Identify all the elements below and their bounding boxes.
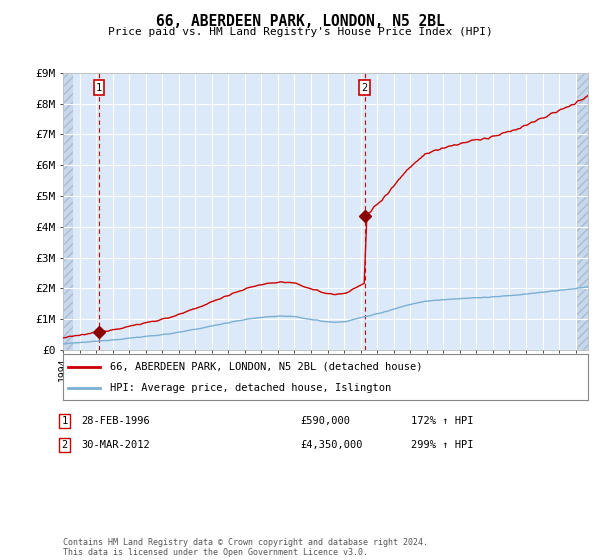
- Text: £590,000: £590,000: [300, 416, 350, 426]
- Text: HPI: Average price, detached house, Islington: HPI: Average price, detached house, Isli…: [110, 383, 392, 393]
- Bar: [577, 73, 588, 350]
- Text: 172% ↑ HPI: 172% ↑ HPI: [411, 416, 473, 426]
- Text: 2: 2: [62, 440, 68, 450]
- Bar: [63, 73, 73, 350]
- Text: 2: 2: [361, 82, 368, 92]
- Text: 66, ABERDEEN PARK, LONDON, N5 2BL: 66, ABERDEEN PARK, LONDON, N5 2BL: [155, 14, 445, 29]
- Text: 28-FEB-1996: 28-FEB-1996: [81, 416, 150, 426]
- Text: £4,350,000: £4,350,000: [300, 440, 362, 450]
- Text: 30-MAR-2012: 30-MAR-2012: [81, 440, 150, 450]
- Text: 299% ↑ HPI: 299% ↑ HPI: [411, 440, 473, 450]
- Text: 1: 1: [62, 416, 68, 426]
- Text: 66, ABERDEEN PARK, LONDON, N5 2BL (detached house): 66, ABERDEEN PARK, LONDON, N5 2BL (detac…: [110, 362, 423, 372]
- Text: Contains HM Land Registry data © Crown copyright and database right 2024.
This d: Contains HM Land Registry data © Crown c…: [63, 538, 428, 557]
- Text: Price paid vs. HM Land Registry's House Price Index (HPI): Price paid vs. HM Land Registry's House …: [107, 27, 493, 37]
- Text: 1: 1: [95, 82, 102, 92]
